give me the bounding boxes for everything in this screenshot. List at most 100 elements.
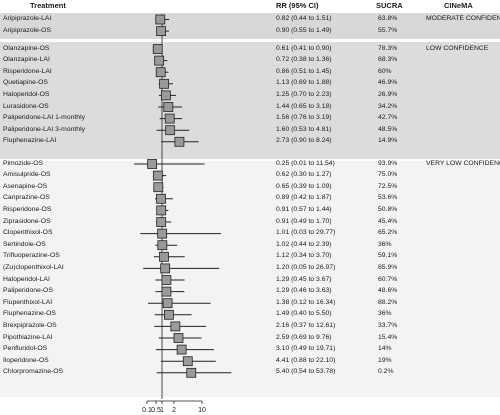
- sucra-value: 15.4%: [378, 333, 398, 341]
- x-tick-label: 10: [198, 407, 206, 414]
- point-estimate-box: [174, 136, 185, 147]
- treatment-name: Asenapine-OS: [3, 182, 48, 190]
- point-estimate-box: [159, 251, 169, 262]
- rr-ci-value: 0.25 (0.01 to 11.54): [276, 159, 335, 167]
- point-estimate-box: [176, 344, 187, 355]
- confidence-label: LOW CONFIDENCE: [426, 44, 489, 52]
- treatment-name: Risperidone-LAI: [3, 67, 52, 75]
- confidence-label: VERY LOW CONFIDENCE: [426, 159, 500, 167]
- treatment-header: Treatment: [30, 1, 66, 10]
- rr-ci-value: 1.29 (0.45 to 3.67): [276, 275, 332, 283]
- treatment-name: Paliperidone-LAI 3-monthly: [3, 125, 85, 133]
- sucra-value: 88.2%: [378, 298, 398, 306]
- point-estimate-box: [155, 67, 166, 78]
- sucra-value: 63.8%: [378, 15, 398, 22]
- x-tick-label: 0.5: [151, 407, 161, 414]
- sucra-value: 36%: [378, 310, 392, 318]
- confidence-group-band: [0, 42, 500, 159]
- rr-ci-value: 1.56 (0.76 to 3.19): [276, 114, 332, 122]
- sucra-value: 85.9%: [378, 263, 398, 271]
- rr-ci-value: 1.20 (0.05 to 26.97): [276, 263, 336, 271]
- treatment-name: Sertindole-OS: [3, 240, 46, 248]
- rr-ci-value: 0.91 (0.57 to 1.44): [276, 205, 332, 213]
- point-estimate-box: [156, 205, 167, 216]
- sucra-value: 19%: [378, 356, 392, 364]
- treatment-name: Olanzapine-OS: [3, 44, 50, 52]
- rr-ci-value: 0.91 (0.49 to 1.70): [276, 217, 332, 225]
- sucra-value: 53.6%: [378, 194, 398, 202]
- rr-ci-header: RR (95% CI): [276, 1, 319, 10]
- rr-ci-value: 1.44 (0.65 to 3.18): [276, 102, 332, 110]
- sucra-value: 68.3%: [378, 56, 398, 64]
- point-estimate-box: [170, 321, 181, 332]
- sucra-value: 33.7%: [378, 321, 398, 329]
- treatment-name: Paliperidone-OS: [3, 287, 53, 295]
- point-estimate-box: [152, 44, 163, 54]
- point-estimate-box: [156, 26, 166, 37]
- point-estimate-box: [156, 217, 167, 227]
- treatment-name: (Zu)clopenthixol-LAI: [3, 263, 64, 271]
- treatment-name: Brexpiprazole-OS: [3, 321, 57, 329]
- point-estimate-box: [159, 78, 170, 89]
- treatment-name: Haloperidol-LAI: [3, 275, 50, 283]
- point-estimate-box: [164, 113, 175, 124]
- rr-ci-value: 1.12 (0.34 to 3.70): [276, 252, 332, 260]
- sucra-value: 45.4%: [378, 217, 398, 225]
- point-estimate-box: [156, 193, 166, 204]
- rr-ci-value: 3.10 (0.49 to 19.71): [276, 345, 336, 353]
- rr-ci-value: 0.72 (0.38 to 1.36): [276, 56, 332, 64]
- x-tick-label: 0.1: [142, 407, 152, 414]
- point-estimate-box: [155, 14, 166, 25]
- treatment-name: Quetiapine-OS: [3, 79, 48, 87]
- rr-ci-value: 1.25 (0.70 to 2.23): [276, 90, 332, 98]
- rr-ci-value: 2.73 (0.90 to 8.24): [276, 137, 332, 145]
- confidence-label: MODERATE CONFIDENCE: [426, 15, 500, 22]
- sucra-value: 60.7%: [378, 275, 398, 283]
- sucra-value: 46.9%: [378, 79, 398, 87]
- treatment-name: Clopenthixol-OS: [3, 229, 53, 237]
- treatment-name: Paliperidone-LAI 1-monthly: [3, 114, 85, 122]
- cinema-header: CINeMA: [444, 1, 473, 10]
- sucra-value: 26.9%: [378, 90, 398, 98]
- sucra-value: 14%: [378, 345, 392, 353]
- sucra-value: 60%: [378, 67, 392, 75]
- treatment-name: Penfluridol-OS: [3, 345, 48, 353]
- treatment-name: Olanzapine-LAI: [3, 56, 50, 64]
- rr-ci-value: 4.41 (0.88 to 22.10): [276, 356, 336, 364]
- sucra-value: 55.7%: [378, 26, 398, 34]
- treatment-name: Pipothiazine-LAI: [3, 333, 53, 341]
- sucra-value: 14.9%: [378, 137, 398, 145]
- rr-ci-value: 0.65 (0.39 to 1.09): [276, 182, 332, 190]
- point-estimate-box: [157, 228, 168, 239]
- sucra-value: 93.9%: [378, 159, 398, 167]
- rr-ci-value: 0.62 (0.30 to 1.27): [276, 171, 332, 179]
- treatment-name: Fluphenazine-OS: [3, 310, 56, 318]
- confidence-group-band: [0, 161, 500, 397]
- point-estimate-box: [182, 356, 193, 367]
- treatment-name: Trifluoperazine-OS: [3, 252, 60, 260]
- sucra-value: 65.2%: [378, 229, 398, 237]
- point-estimate-box: [157, 240, 168, 251]
- point-estimate-box: [165, 125, 176, 136]
- treatment-name: Amisulpride-OS: [3, 171, 51, 179]
- rr-ci-value: 5.40 (0.54 to 53.78): [276, 368, 336, 376]
- treatment-name: Ziprasidone-OS: [3, 217, 51, 225]
- rr-ci-value: 1.02 (0.44 to 2.39): [276, 240, 332, 248]
- point-estimate-box: [173, 333, 184, 343]
- point-estimate-box: [152, 170, 163, 181]
- treatment-name: Flupenthixol-LAI: [3, 298, 53, 306]
- point-estimate-box: [153, 182, 164, 193]
- sucra-value: 75.0%: [378, 171, 398, 179]
- treatment-name: Iloperidone-OS: [3, 356, 49, 364]
- treatment-name: Haloperidol-OS: [3, 90, 50, 98]
- rr-ci-value: 0.61 (0.41 to 0.90): [276, 44, 332, 52]
- point-estimate-box: [164, 309, 174, 320]
- sucra-value: 59.1%: [378, 252, 398, 260]
- treatment-name: Cariprazine-OS: [3, 194, 50, 202]
- point-estimate-box: [147, 159, 158, 169]
- treatment-name: Aripiprazole-OS: [3, 26, 51, 34]
- point-estimate-box: [162, 298, 173, 309]
- treatment-name: Chlorpromazine-OS: [3, 368, 64, 376]
- sucra-value: 42.7%: [378, 114, 398, 122]
- sucra-value: 50.8%: [378, 205, 398, 213]
